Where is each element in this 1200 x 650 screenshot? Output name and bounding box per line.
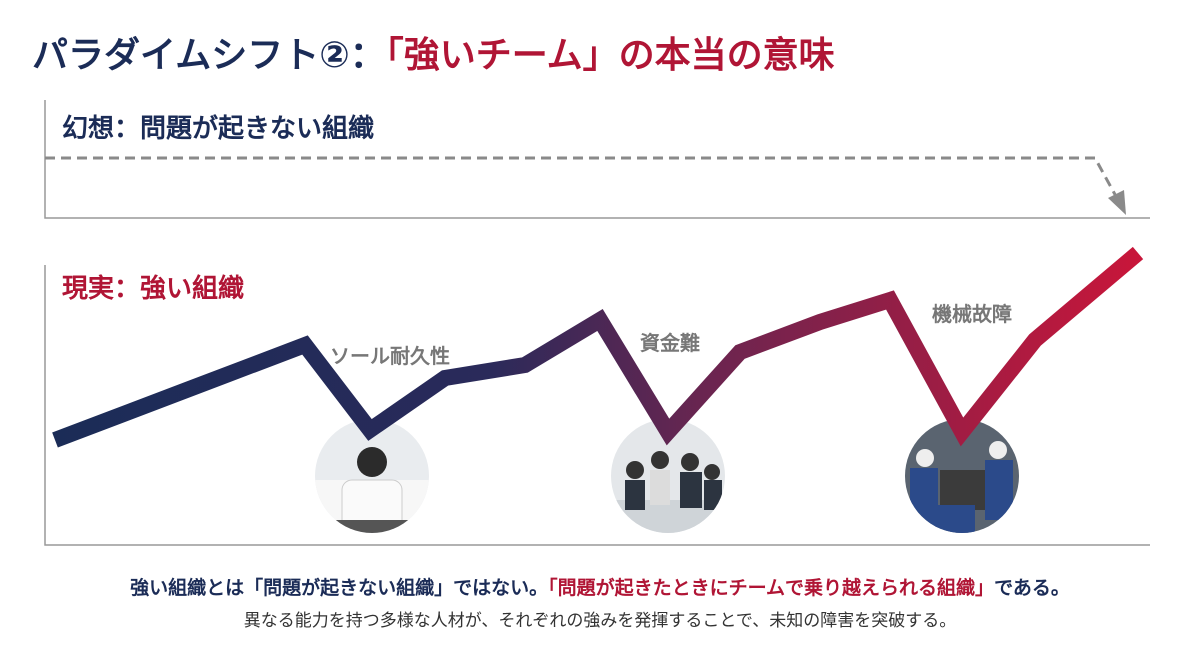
arrow-head	[1108, 190, 1126, 215]
event-label: ソール耐久性	[330, 344, 450, 368]
reality-line	[52, 246, 1144, 448]
footer-subline: 異なる能力を持つ多様な人材が、それぞれの強みを発揮することで、未知の障害を突破す…	[243, 611, 957, 631]
title-prefix: パラダイムシフト②：	[32, 35, 386, 76]
title-highlight: 「強いチーム」の本当の意味	[385, 35, 835, 76]
footer-text: である。	[994, 577, 1070, 599]
frames	[44, 100, 1150, 546]
illusion-label: 幻想：問題が起きない組織	[62, 114, 375, 144]
ideal-line	[45, 156, 1120, 201]
footer-highlight: 「問題が起きたときにチームで乗り越えられる組織」	[548, 577, 995, 599]
event-label: 資金難	[640, 331, 700, 355]
footer-text: 強い組織とは「問題が起きない組織」ではない。	[130, 577, 549, 599]
event-label: 機械故障	[932, 302, 1012, 326]
footer-line: 強い組織とは「問題が起きない組織」ではない。「問題が起きたときにチームで乗り越え…	[0, 573, 1200, 600]
title: パラダイムシフト②：「強いチーム」の本当の意味	[32, 26, 835, 78]
reality-label: 現実：強い組織	[62, 274, 245, 304]
